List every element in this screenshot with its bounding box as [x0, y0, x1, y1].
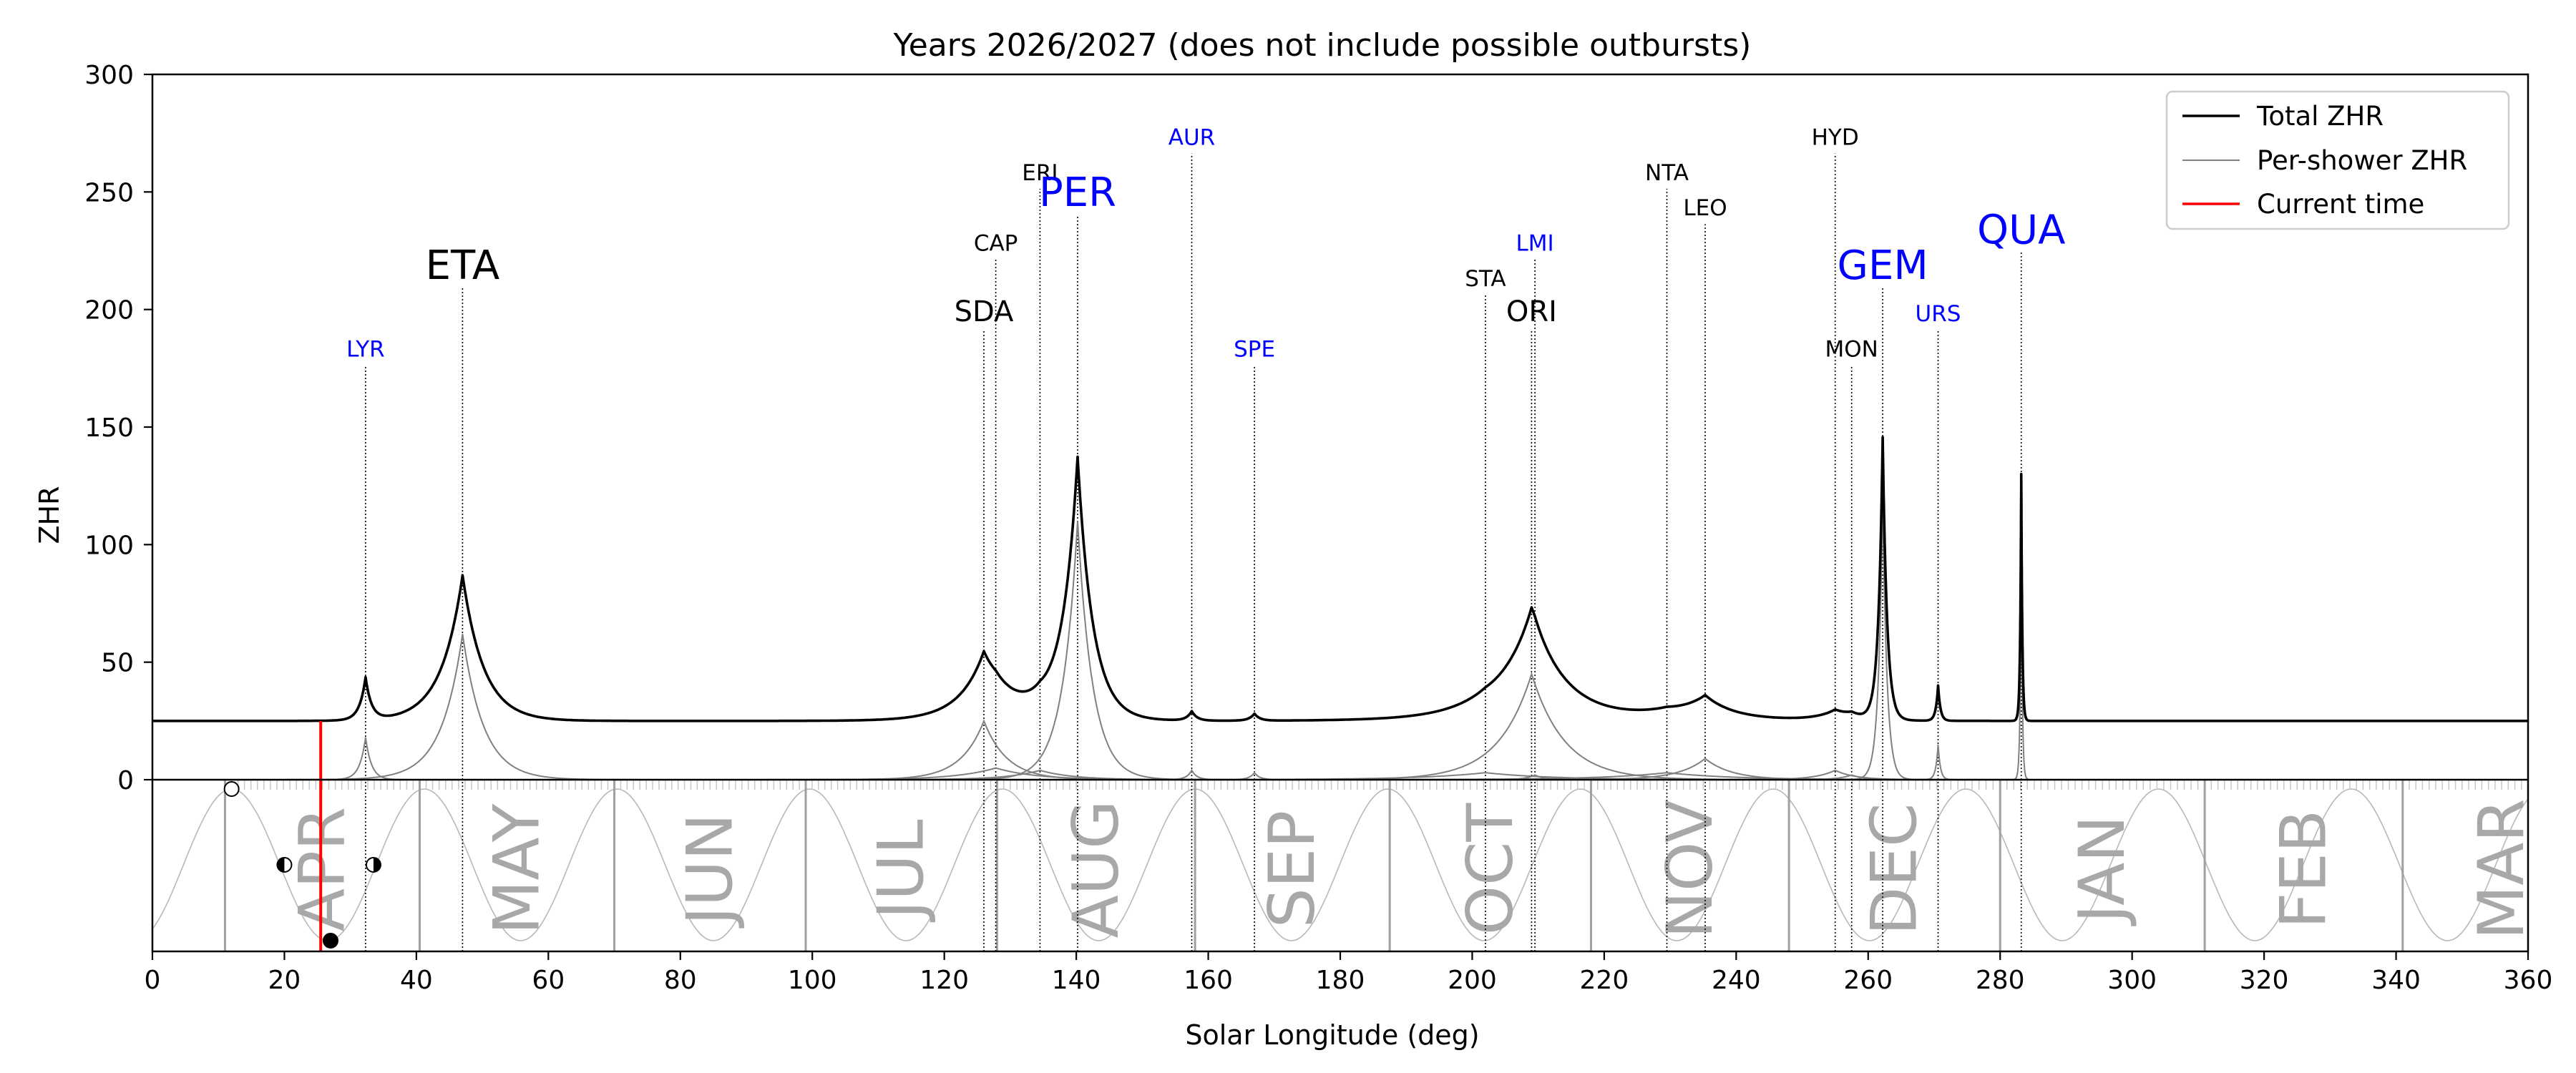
x-tick-label: 280	[1976, 966, 2025, 995]
legend-label-per-shower: Per-shower ZHR	[2257, 145, 2467, 176]
moon-phase-first-quarter	[365, 857, 381, 873]
x-tick-label: 220	[1580, 966, 1629, 995]
x-tick-label: 200	[1448, 966, 1497, 995]
moon-phase-full	[223, 781, 240, 797]
y-tick-label: 150	[84, 413, 134, 443]
x-tick-label: 0	[145, 966, 161, 995]
x-tick-label: 180	[1316, 966, 1365, 995]
x-tick-label: 20	[268, 966, 301, 995]
shower-label-sta: STA	[1465, 266, 1506, 292]
shower-label-ori: ORI	[1506, 295, 1557, 328]
x-tick-label: 340	[2371, 966, 2421, 995]
month-label-jul: JUL	[864, 819, 938, 922]
x-tick-label: 120	[919, 966, 969, 995]
moon-phase-first-quarter-shade	[373, 858, 381, 872]
total-zhr-line	[152, 436, 2528, 722]
shower-label-eri: ERI	[1022, 160, 1058, 186]
legend-label-current-time: Current time	[2257, 189, 2424, 220]
x-tick-label: 320	[2240, 966, 2289, 995]
moon-illumination-curve	[152, 788, 2529, 941]
axes-layer: 0 20 40 60 80 100 120 140 160 180 200 220 240 260 280 3…	[84, 61, 2552, 995]
shower-label-lmi: LMI	[1516, 231, 1554, 257]
moon-phase-new	[323, 933, 338, 949]
shower-label-sda: SDA	[955, 295, 1014, 328]
shower-label-mon: MON	[1825, 336, 1878, 362]
y-tick-label: 50	[101, 649, 134, 678]
x-tick-label: 100	[788, 966, 837, 995]
shower-label-aur: AUR	[1169, 125, 1215, 151]
month-label-dec: DEC	[1858, 803, 1931, 936]
shower-label-nta: NTA	[1645, 160, 1689, 186]
legend-label-total: Total ZHR	[2256, 101, 2384, 132]
month-label-feb: FEB	[2266, 810, 2340, 929]
x-tick-label: 300	[2107, 966, 2157, 995]
month-label-oct: OCT	[1453, 803, 1527, 936]
legend-frame	[2165, 90, 2510, 230]
month-label-aug: AUG	[1059, 800, 1133, 939]
shower-label-urs: URS	[1916, 301, 1961, 327]
moon-phase-last-quarter	[276, 857, 293, 873]
y-tick-label: 0	[117, 766, 134, 795]
shower-label-cap: CAP	[974, 231, 1018, 257]
shower-label-per: PER	[1039, 170, 1116, 216]
y-tick-label: 200	[84, 296, 134, 325]
shower-label-qua: QUA	[1977, 207, 2065, 254]
shower-label-lyr: LYR	[346, 336, 385, 362]
month-label-jun: JUN	[673, 813, 746, 929]
month-label-nov: NOV	[1653, 800, 1727, 939]
shower-label-spe: SPE	[1234, 336, 1275, 362]
x-tick-label: 40	[400, 966, 433, 995]
month-label-sep: SEP	[1255, 810, 1329, 929]
moon-phase-last-quarter-shade	[277, 858, 285, 872]
x-tick-label: 140	[1052, 966, 1101, 995]
month-label-mar: MAR	[2464, 798, 2538, 939]
y-tick-label: 250	[84, 178, 134, 207]
x-tick-label: 160	[1184, 966, 1233, 995]
x-tick-label: 240	[1712, 966, 1761, 995]
y-tick-label: 100	[84, 531, 134, 560]
x-tick-label: 60	[532, 966, 565, 995]
moon-band: APR MAY JUN JUL AUG SEP OCT NOV DEC JAN FEB MAR	[152, 780, 2538, 951]
x-tick-label: 260	[1843, 966, 1893, 995]
y-axis-label: ZHR	[34, 486, 65, 544]
legend: Total ZHR Per-shower ZHR Current time	[2165, 90, 2510, 230]
x-tick-label: 360	[2504, 966, 2553, 995]
month-label-may: MAY	[480, 803, 554, 934]
x-tick-label: 80	[664, 966, 697, 995]
y-tick-label: 300	[84, 61, 134, 90]
shower-marker-lines	[365, 153, 2022, 951]
chart-title: Years 2026/2027 (does not include possib…	[893, 27, 1752, 64]
shower-label-hyd: HYD	[1812, 125, 1859, 151]
x-axis-label: Solar Longitude (deg)	[1185, 1019, 1479, 1051]
shower-label-leo: LEO	[1683, 195, 1727, 221]
shower-label-gem: GEM	[1838, 242, 1928, 289]
month-label-jan: JAN	[2065, 815, 2139, 926]
shower-label-eta: ETA	[426, 242, 500, 289]
